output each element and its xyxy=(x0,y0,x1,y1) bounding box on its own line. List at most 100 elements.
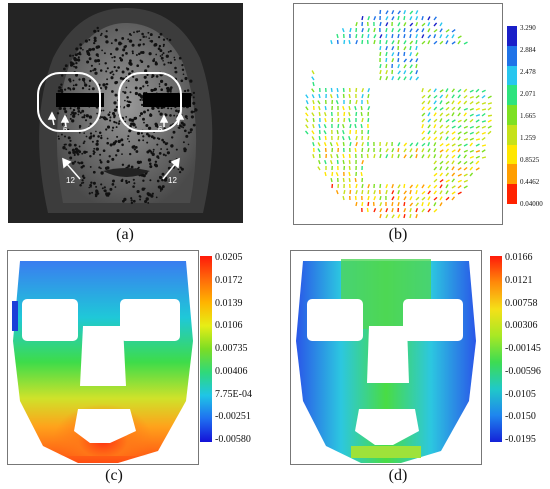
displacement-vector xyxy=(409,148,413,153)
displacement-vector xyxy=(373,27,376,33)
displacement-vector xyxy=(385,45,388,51)
displacement-vector xyxy=(451,143,456,147)
displacement-vector xyxy=(312,100,315,105)
displacement-vector xyxy=(361,183,364,189)
displacement-vector xyxy=(415,33,419,39)
displacement-vector xyxy=(487,114,493,117)
displacement-vector xyxy=(397,184,401,189)
vector-field-drawing xyxy=(304,9,493,219)
displacement-vector xyxy=(445,166,449,171)
displacement-vector xyxy=(439,94,444,99)
displacement-vector xyxy=(379,208,383,213)
displacement-vector xyxy=(433,154,437,159)
displacement-vector xyxy=(379,69,382,75)
displacement-vector xyxy=(457,131,462,135)
displacement-vector xyxy=(397,70,401,75)
displacement-vector xyxy=(433,208,438,213)
displacement-vector xyxy=(354,106,357,111)
arrow-label-2: 6 xyxy=(158,125,163,134)
displacement-vector xyxy=(439,107,444,111)
displacement-vector xyxy=(323,142,327,147)
displacement-vector xyxy=(445,179,450,183)
displacement-vector xyxy=(391,196,395,201)
displacement-vector xyxy=(318,93,321,99)
displacement-vector xyxy=(421,130,425,135)
displacement-vector xyxy=(433,34,437,39)
displacement-vector xyxy=(385,208,389,213)
displacement-vector xyxy=(348,153,351,159)
displacement-vector xyxy=(451,125,456,129)
displacement-vector xyxy=(305,112,309,117)
displacement-vector xyxy=(336,129,339,135)
colorbar_b-tick-7: 0.4462 xyxy=(520,177,540,186)
displacement-vector xyxy=(457,112,461,117)
displacement-vector xyxy=(427,112,431,117)
mouth-hole-c xyxy=(74,409,136,443)
displacement-vector xyxy=(439,166,443,171)
displacement-vector xyxy=(457,119,462,123)
displacement-vector xyxy=(312,123,315,129)
displacement-vector xyxy=(475,150,481,153)
displacement-vector xyxy=(457,100,462,105)
displacement-vector xyxy=(421,142,426,147)
displacement-vector xyxy=(475,119,480,123)
displacement-vector xyxy=(379,195,382,201)
eye-hole-left-c xyxy=(22,299,78,341)
displacement-vector xyxy=(439,179,444,183)
displacement-vector xyxy=(403,46,407,51)
displacement-vector xyxy=(481,137,486,141)
displacement-vector xyxy=(409,189,412,195)
arrow-6 xyxy=(162,162,177,180)
displacement-vector xyxy=(433,118,438,123)
displacement-vector xyxy=(415,39,418,45)
displacement-vector xyxy=(475,125,480,129)
displacement-vector xyxy=(355,22,358,27)
displacement-vector xyxy=(342,141,345,147)
displacement-vector xyxy=(343,111,346,117)
displacement-vector xyxy=(427,106,432,111)
displacement-vector xyxy=(439,124,444,129)
displacement-vector xyxy=(445,34,449,39)
displacement-vector xyxy=(354,123,357,129)
displacement-vector xyxy=(324,159,327,165)
displacement-vector xyxy=(439,172,444,177)
colorbar_b-tick-4: 1.665 xyxy=(520,111,536,120)
displacement-vector xyxy=(421,202,424,207)
displacement-vector xyxy=(463,100,468,105)
displacement-vector xyxy=(427,154,431,159)
displacement-vector xyxy=(415,148,419,153)
displacement-vector xyxy=(348,39,351,45)
displacement-vector xyxy=(385,40,388,45)
displacement-vector xyxy=(397,153,400,159)
displacement-vector xyxy=(409,142,414,147)
displacement-vector xyxy=(433,94,438,99)
displacement-vector xyxy=(433,172,438,177)
displacement-vector xyxy=(457,160,462,165)
displacement-vector xyxy=(335,172,339,177)
colorbar-c xyxy=(200,256,212,442)
displacement-vector xyxy=(342,153,345,159)
displacement-vector xyxy=(355,135,358,141)
displacement-vector xyxy=(341,28,345,33)
displacement-vector xyxy=(451,160,455,165)
displacement-vector xyxy=(403,22,407,27)
displacement-vector xyxy=(342,195,345,201)
displacement-vector xyxy=(317,142,321,147)
displacement-vector xyxy=(336,153,339,159)
displacement-vector xyxy=(469,161,474,165)
displacement-vector xyxy=(427,22,431,27)
displacement-vector xyxy=(463,185,468,189)
displacement-vector xyxy=(463,166,468,171)
arrow-label-4: 12 xyxy=(168,176,177,185)
displacement-vector xyxy=(433,100,437,105)
colorbar_d-tick-3: 0.00306 xyxy=(505,320,538,332)
displacement-vector xyxy=(445,160,450,165)
displacement-vector xyxy=(433,130,437,135)
displacement-vector xyxy=(415,63,418,69)
displacement-vector xyxy=(427,88,432,93)
displacement-vector xyxy=(427,16,431,21)
displacement-vector xyxy=(415,45,418,51)
displacement-vector xyxy=(409,16,413,21)
displacement-vector xyxy=(469,166,474,171)
displacement-vector xyxy=(379,45,382,51)
